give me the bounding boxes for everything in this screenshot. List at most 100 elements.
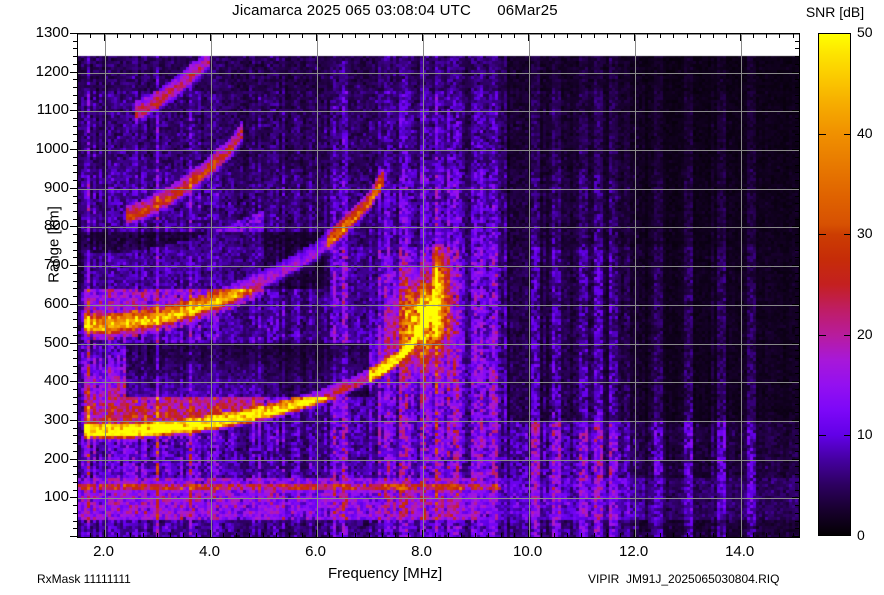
gridline-horizontal [78,421,799,422]
tick-mark [289,34,290,38]
tick-mark [795,273,799,274]
colorbar-tick-mark [819,234,826,235]
page-title: Jicamarca 2025 065 03:08:04 UTC 06Mar25 [232,2,558,19]
tick-mark [795,172,799,173]
tick-mark [73,165,77,166]
tick-mark [395,34,396,38]
tick-mark [355,533,356,537]
tick-mark [475,34,476,38]
tick-mark [795,373,799,374]
y-tick-label: 600 [43,294,69,312]
tick-mark [249,533,250,537]
y-tick-label: 200 [43,449,69,467]
tick-mark [795,350,799,351]
tick-mark [795,134,799,135]
tick-mark [329,533,330,537]
tick-mark [73,250,77,251]
tick-mark [793,34,794,38]
gridline-vertical [741,34,742,537]
gridline-horizontal [78,382,799,383]
tick-mark [795,366,799,367]
tick-mark [792,265,799,266]
tick-mark [70,149,77,150]
tick-mark [448,34,449,38]
tick-mark [73,412,77,413]
tick-mark [355,34,356,38]
tick-mark [73,64,77,65]
tick-mark [73,48,77,49]
tick-mark [408,34,409,38]
tick-mark [554,533,555,537]
tick-mark [795,435,799,436]
tick-mark [594,34,595,38]
tick-mark [130,34,131,38]
tick-mark [461,34,462,38]
tick-mark [753,533,754,537]
tick-mark [73,196,77,197]
tick-mark [422,530,423,537]
tick-mark [792,304,799,305]
tick-mark [73,234,77,235]
tick-mark [77,34,78,38]
y-tick-label: 1100 [36,101,69,119]
tick-mark [276,533,277,537]
tick-mark [70,226,77,227]
tick-mark [501,533,502,537]
tick-mark [73,180,77,181]
tick-mark [700,533,701,537]
tick-mark [90,34,91,38]
gridline-vertical [211,34,212,537]
tick-mark [795,219,799,220]
tick-mark [541,533,542,537]
tick-mark [779,34,780,38]
gridline-vertical [529,34,530,537]
tick-mark [276,34,277,38]
tick-mark [143,34,144,38]
tick-mark [528,530,529,537]
tick-mark [73,203,77,204]
colorbar-tick-mark [819,435,826,436]
tick-mark [740,34,741,41]
y-tick-label: 500 [43,333,69,351]
tick-mark [73,242,77,243]
gridline-horizontal [78,34,799,35]
tick-mark [726,533,727,537]
tick-mark [73,87,77,88]
tick-mark [795,288,799,289]
tick-mark [183,533,184,537]
tick-mark [73,490,77,491]
tick-mark [408,533,409,537]
tick-mark [263,34,264,38]
gridline-horizontal [78,189,799,190]
tick-mark [795,118,799,119]
y-tick-label: 300 [43,410,69,428]
tick-mark [687,533,688,537]
tick-mark [795,482,799,483]
tick-mark [73,505,77,506]
tick-mark [73,451,77,452]
tick-mark [795,466,799,467]
tick-mark [382,34,383,38]
tick-mark [73,521,77,522]
colorbar-tick-label: 40 [857,124,873,141]
tick-mark [620,533,621,537]
tick-mark [554,34,555,38]
tick-mark [73,327,77,328]
tick-mark [236,533,237,537]
tick-mark [792,188,799,189]
tick-mark [73,273,77,274]
colorbar-tick-label: 10 [857,426,873,443]
tick-mark [73,118,77,119]
tick-mark [73,95,77,96]
tick-mark [73,211,77,212]
tick-mark [792,149,799,150]
tick-mark [647,533,648,537]
x-tick-label: 6.0 [305,543,326,560]
tick-mark [795,157,799,158]
tick-mark [223,34,224,38]
tick-mark [70,497,77,498]
tick-mark [73,358,77,359]
tick-mark [795,203,799,204]
tick-mark [792,110,799,111]
gridline-horizontal [78,266,799,267]
